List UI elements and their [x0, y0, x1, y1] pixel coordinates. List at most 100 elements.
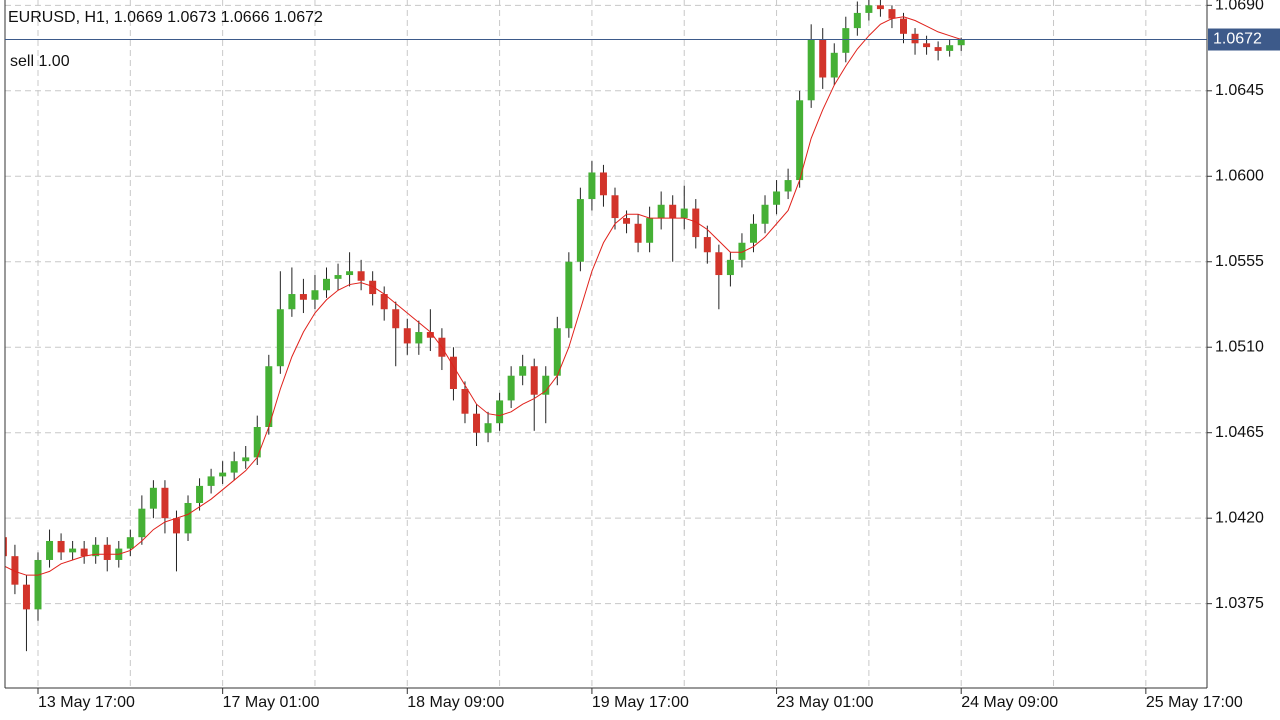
- candle-body: [634, 223, 642, 243]
- candle-body: [92, 544, 100, 557]
- candle-body: [692, 208, 700, 238]
- candle-body: [11, 556, 19, 585]
- candle-body: [288, 294, 296, 310]
- candle-body: [519, 366, 527, 376]
- candle-body: [542, 375, 550, 395]
- candle-body: [796, 100, 804, 181]
- x-tick-label: 19 May 17:00: [592, 694, 689, 711]
- candle-body: [126, 537, 134, 549]
- candle-body: [957, 39, 965, 46]
- candle-body: [473, 413, 481, 433]
- candle-body: [807, 39, 815, 101]
- y-tick-label: 1.0375: [1215, 595, 1264, 612]
- candle-body: [80, 548, 88, 557]
- candle-body: [761, 204, 769, 224]
- candle-body: [323, 278, 330, 291]
- candle-body: [842, 28, 850, 53]
- y-tick-label: 1.0420: [1215, 509, 1264, 526]
- candle-body: [380, 294, 388, 310]
- chart-title: EURUSD, H1, 1.0669 1.0673 1.0666 1.0672: [8, 9, 323, 26]
- candle-body: [22, 584, 30, 610]
- candle-body: [819, 39, 827, 78]
- candle-body: [484, 423, 492, 433]
- candle-body: [276, 309, 284, 367]
- y-tick-label: 1.0555: [1215, 253, 1264, 270]
- axes: 1.0375 1.0420 1.0465 1.0510 1.0555 1.0600 1.06…: [37, 0, 1264, 711]
- x-tick-label: 18 May 09:00: [407, 694, 504, 711]
- candle-body: [703, 237, 711, 253]
- plot-area: [5, 0, 965, 652]
- candle-body: [680, 208, 688, 219]
- y-tick-label: 1.0690: [1215, 0, 1264, 14]
- candle-body: [69, 548, 77, 553]
- candle-body: [646, 218, 654, 243]
- candle-body: [449, 356, 457, 390]
- candle-body: [103, 544, 111, 560]
- candle-body: [946, 45, 954, 51]
- candle-body: [311, 290, 319, 300]
- candle-body: [461, 389, 469, 414]
- candle-body: [773, 191, 781, 205]
- candle-body: [923, 43, 931, 48]
- candle-body: [876, 5, 884, 10]
- candle-body: [911, 33, 919, 44]
- candle-body: [934, 47, 942, 51]
- candle-body: [242, 457, 250, 462]
- candle-body: [611, 195, 619, 219]
- candle-body: [576, 199, 584, 262]
- candle-body: [34, 559, 42, 610]
- y-tick-label: 1.0600: [1215, 167, 1264, 184]
- candle-body: [726, 259, 734, 276]
- y-tick-label: 1.0465: [1215, 424, 1264, 441]
- candle-body: [196, 485, 204, 503]
- candle-body: [46, 540, 54, 560]
- candle-body: [738, 242, 746, 260]
- x-tick-label: 13 May 17:00: [38, 694, 135, 711]
- candle-body: [265, 366, 273, 428]
- candle-body: [5, 537, 7, 557]
- y-tick-label: 1.0510: [1215, 338, 1264, 355]
- candle-body: [369, 280, 377, 295]
- candle-body: [669, 204, 677, 219]
- candle-body: [57, 540, 65, 553]
- candle-body: [888, 9, 896, 19]
- candle-body: [219, 472, 227, 477]
- candle-body: [530, 366, 538, 395]
- candle-body: [149, 487, 157, 509]
- candle-body: [496, 400, 504, 424]
- candle-body: [715, 252, 723, 276]
- candle-body: [830, 52, 838, 78]
- price-label: 1.0672: [1213, 31, 1262, 48]
- candle-body: [553, 328, 561, 376]
- candle-body: [357, 271, 365, 281]
- candle-body: [749, 223, 757, 243]
- candle-body: [253, 427, 261, 458]
- x-tick-label: 25 May 17:00: [1146, 694, 1243, 711]
- order-label: sell 1.00: [10, 53, 70, 70]
- candle-body: [230, 461, 238, 473]
- candle-body: [426, 332, 434, 338]
- candle-body: [784, 180, 792, 192]
- candle-body: [599, 172, 607, 196]
- x-tick-label: 23 May 01:00: [777, 694, 874, 711]
- candle-body: [565, 261, 573, 329]
- candle-body: [392, 309, 400, 329]
- candle-body: [900, 18, 907, 34]
- candle-body: [865, 5, 873, 13]
- candle-body: [346, 271, 354, 276]
- candle-body: [184, 502, 192, 534]
- candle-body: [172, 518, 180, 534]
- candle-body: [853, 12, 861, 29]
- candle-body: [161, 487, 169, 519]
- moving-average: [5, 16, 962, 576]
- x-tick-label: 24 May 09:00: [961, 694, 1058, 711]
- candle-body: [415, 332, 423, 344]
- candle-body: [588, 172, 596, 200]
- candle-body: [334, 275, 342, 279]
- y-tick-label: 1.0645: [1215, 82, 1264, 99]
- price-label-box: [1208, 28, 1280, 51]
- candle-body: [657, 204, 665, 219]
- x-tick-label: 17 May 01:00: [223, 694, 320, 711]
- candle-body: [138, 508, 146, 538]
